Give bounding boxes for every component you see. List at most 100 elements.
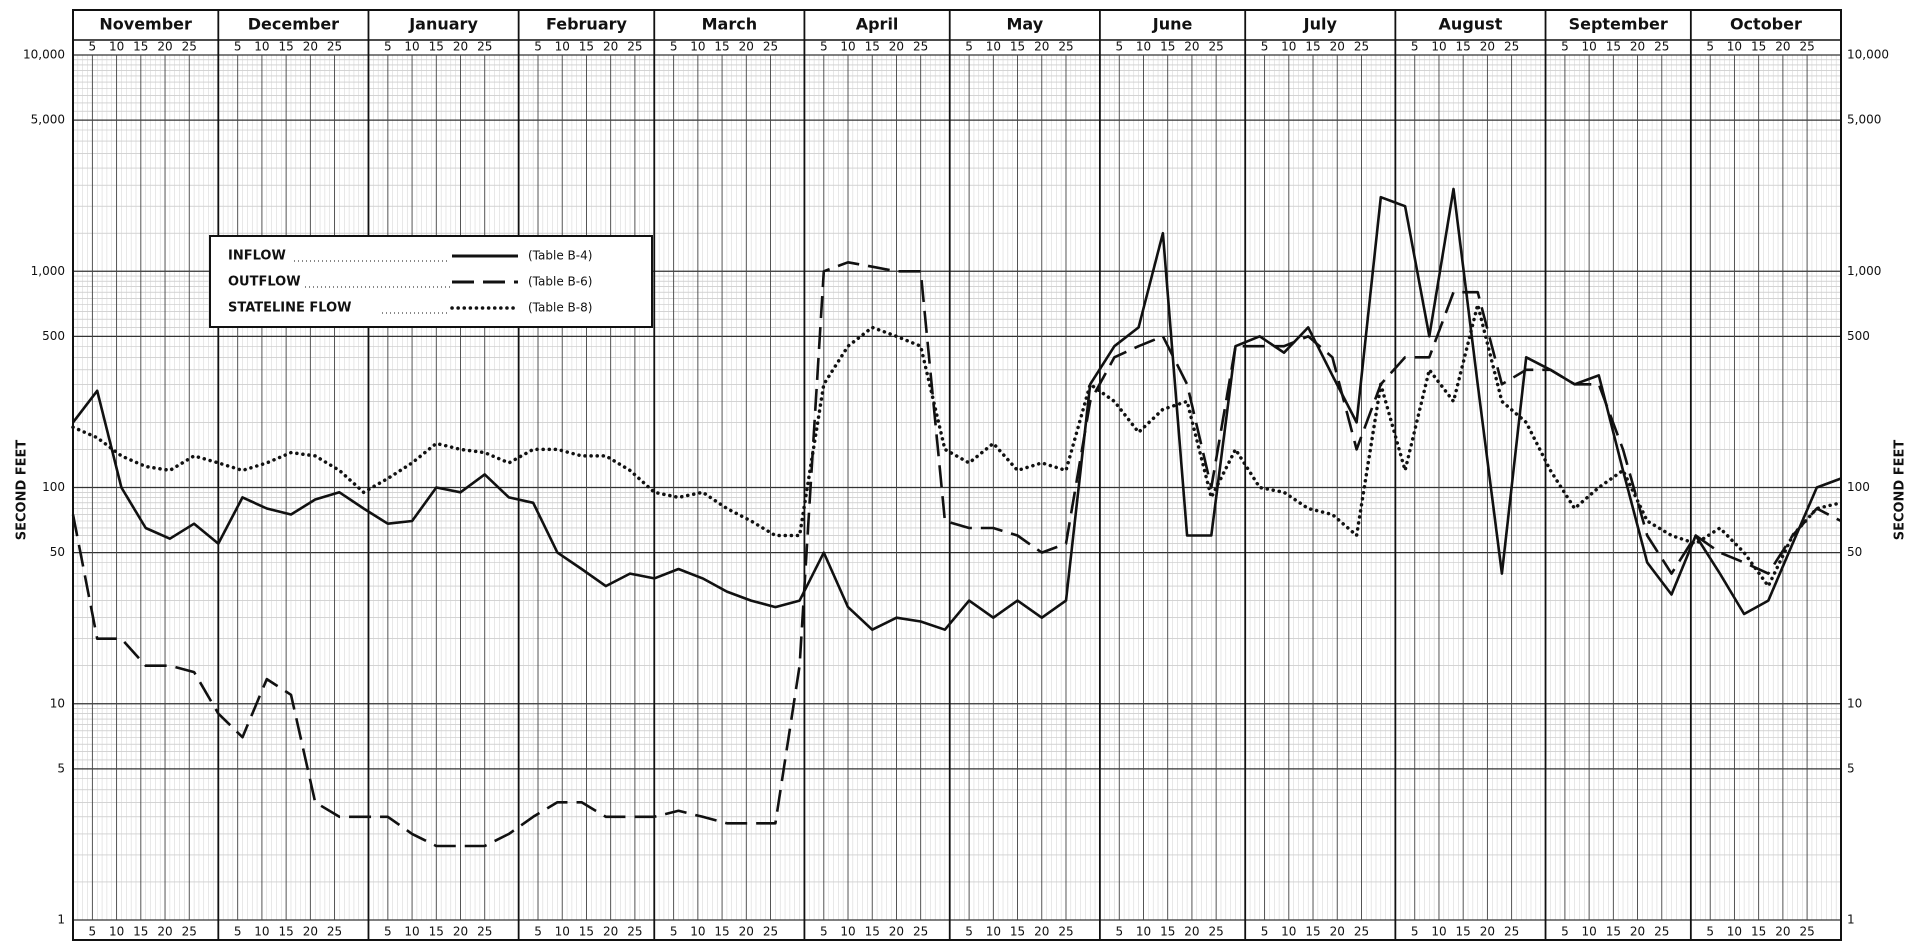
x-tick-label: 20 [157,925,172,939]
x-tick-label: 10 [254,40,269,54]
x-tick-label: 15 [1305,925,1320,939]
x-tick-label: 25 [1654,925,1669,939]
x-tick-label: 10 [840,40,855,54]
month-label: September [1569,15,1668,34]
x-tick-label: 20 [453,925,468,939]
x-tick-label: 10 [254,925,269,939]
x-tick-label: 25 [182,925,197,939]
legend-box [209,235,653,328]
x-tick-label: 20 [603,925,618,939]
y2-axis-label: SECOND FEET [1893,440,1908,541]
legend: INFLOW (Table B-4) OUTFLOW (Table B-6) STATE… [209,235,653,328]
x-tick-label: 10 [1727,40,1742,54]
y2-tick-label: 100 [1847,480,1870,494]
x-tick-label: 10 [840,925,855,939]
month-label: March [702,15,757,34]
x-tick-label: 5 [1115,925,1123,939]
lines [71,187,1843,848]
x-tick-label: 20 [1034,40,1049,54]
y-axis-label: SECOND FEET [15,440,30,541]
x-tick-label: 10 [690,925,705,939]
x-tick-label: 5 [670,40,678,54]
month-label: October [1730,15,1802,34]
x-tick-label: 15 [278,925,293,939]
x-tick-label: 25 [1504,40,1519,54]
x-tick-label: 25 [1654,40,1669,54]
x-tick-label: 10 [1136,925,1151,939]
x-tick-label: 5 [1261,925,1269,939]
x-tick-label: 5 [965,925,973,939]
y2-tick-label: 50 [1847,545,1862,559]
y2-tick-label: 500 [1847,329,1870,343]
x-tick-label: 25 [1354,925,1369,939]
y-tick-label: 1,000 [31,264,65,278]
y-tick-label: 5,000 [31,113,65,127]
x-tick-label: 10 [1136,40,1151,54]
x-tick-label: 25 [1799,925,1814,939]
x-tick-label: 25 [477,40,492,54]
y-tick-label: 50 [50,545,65,559]
x-tick-label: 20 [1184,40,1199,54]
x-tick-label: 15 [1606,40,1621,54]
x-tick-label: 5 [820,925,828,939]
x-tick-label: 5 [1561,925,1569,939]
x-tick-label: 15 [429,40,444,54]
x-tick-label: 20 [1034,925,1049,939]
x-tick-label: 10 [1581,40,1596,54]
x-tick-label: 10 [690,40,705,54]
x-tick-label: 25 [327,40,342,54]
x-tick-label: 20 [1184,925,1199,939]
x-tick-label: 5 [1706,925,1714,939]
x-tick-label: 10 [404,40,419,54]
x-tick-label: 20 [603,40,618,54]
x-tick-label: 25 [763,40,778,54]
x-tick-label: 20 [1630,40,1645,54]
x-tick-label: 10 [555,40,570,54]
y-tick-label: 100 [42,480,65,494]
y2-tick-label: 10 [1847,696,1862,710]
x-tick-label: 20 [739,40,754,54]
month-label: July [1303,15,1338,34]
legend-source: (Table B-6) [528,275,592,289]
x-tick-label: 25 [1209,40,1224,54]
x-tick-label: 25 [1354,40,1369,54]
x-tick-label: 15 [1160,40,1175,54]
x-tick-label: 10 [1581,925,1596,939]
x-tick-label: 20 [157,40,172,54]
x-tick-label: 15 [714,925,729,939]
x-tick-label: 20 [303,40,318,54]
x-tick-label: 10 [555,925,570,939]
x-tick-label: 5 [670,925,678,939]
x-tick-label: 25 [627,40,642,54]
month-label: November [99,15,192,34]
x-tick-label: 15 [579,925,594,939]
x-tick-label: 20 [889,40,904,54]
month-label: August [1439,15,1503,34]
x-tick-label: 10 [986,40,1001,54]
x-tick-label: 5 [1115,40,1123,54]
y2-tick-label: 10,000 [1847,48,1889,62]
legend-label: INFLOW [228,249,286,264]
month-label: February [546,15,628,34]
x-tick-label: 5 [1261,40,1269,54]
x-tick-label: 10 [1431,925,1446,939]
x-tick-label: 15 [865,925,880,939]
x-tick-label: 10 [1431,40,1446,54]
x-tick-label: 25 [1209,925,1224,939]
x-tick-label: 15 [1305,40,1320,54]
x-tick-label: 10 [109,925,124,939]
x-tick-label: 15 [1456,925,1471,939]
x-tick-label: 15 [1606,925,1621,939]
x-tick-label: 15 [1010,925,1025,939]
x-tick-label: 5 [384,40,392,54]
x-tick-label: 20 [1480,925,1495,939]
x-tick-label: 15 [1751,40,1766,54]
x-tick-label: 5 [534,925,542,939]
x-tick-label: 20 [1630,925,1645,939]
x-tick-label: 10 [1281,925,1296,939]
y-tick-label: 1 [57,913,65,927]
x-tick-label: 10 [109,40,124,54]
series-line [71,187,1842,631]
